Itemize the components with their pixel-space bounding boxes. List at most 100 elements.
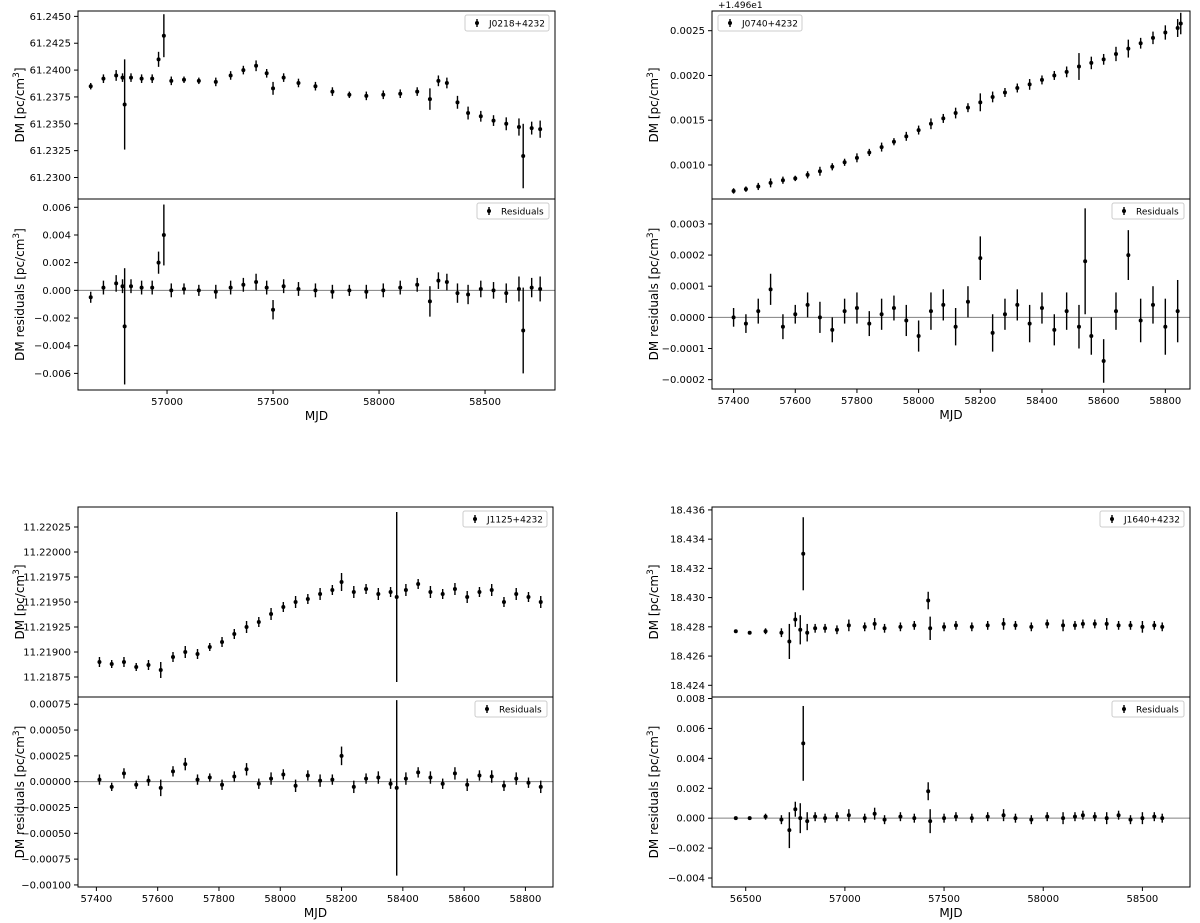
data-point bbox=[813, 626, 818, 631]
data-point bbox=[1128, 817, 1133, 822]
data-point bbox=[150, 76, 155, 81]
data-point bbox=[882, 817, 887, 822]
data-point bbox=[1116, 813, 1121, 818]
y-axis-label: DM residuals [pc/cm3] bbox=[12, 726, 27, 859]
data-point bbox=[780, 178, 785, 183]
data-point bbox=[256, 781, 261, 786]
data-point bbox=[478, 114, 483, 119]
data-point bbox=[427, 97, 432, 102]
data-point bbox=[134, 665, 139, 669]
data-point bbox=[1152, 814, 1157, 819]
panel-bottom-right-residuals: −0.004 −0.002 0.000 0.002 0.004 0.006 0.008 565… bbox=[646, 694, 1191, 920]
data-point bbox=[965, 299, 970, 304]
data-point bbox=[787, 828, 792, 833]
y-tick-label: −0.00100 bbox=[21, 880, 71, 891]
data-point bbox=[928, 626, 933, 631]
data-point bbox=[1089, 60, 1094, 65]
data-point bbox=[281, 75, 286, 80]
y-tick-label: 18.430 bbox=[670, 593, 705, 604]
data-point bbox=[514, 592, 519, 596]
data-point bbox=[516, 286, 521, 291]
legend-label: J1640+4232 bbox=[1123, 516, 1180, 526]
data-point bbox=[120, 284, 125, 289]
legend-frame bbox=[474, 700, 548, 718]
data-point bbox=[114, 73, 119, 78]
data-point bbox=[271, 307, 276, 312]
data-point bbox=[1015, 302, 1020, 307]
data-point bbox=[428, 775, 433, 780]
x-tick-label: 58500 bbox=[1126, 894, 1158, 905]
data-point bbox=[942, 624, 947, 629]
data-point bbox=[805, 819, 810, 824]
data-point bbox=[207, 775, 212, 780]
data-point bbox=[88, 295, 93, 300]
series-0 bbox=[97, 700, 543, 876]
y-tick-label: 0.00075 bbox=[30, 700, 71, 711]
x-tick-label: 57000 bbox=[151, 397, 183, 408]
x-tick-label: 57000 bbox=[829, 894, 861, 905]
data-point bbox=[478, 286, 483, 291]
data-point bbox=[1045, 621, 1050, 626]
legend: J1125+4232 bbox=[462, 510, 548, 528]
data-point bbox=[351, 590, 356, 594]
data-point bbox=[1039, 77, 1044, 82]
data-point bbox=[953, 623, 958, 628]
data-point bbox=[1160, 624, 1165, 629]
data-point bbox=[196, 78, 201, 83]
data-point bbox=[504, 291, 509, 296]
x-tick-label: 58200 bbox=[326, 894, 358, 905]
data-point bbox=[1163, 30, 1168, 35]
data-point bbox=[254, 63, 259, 68]
axes-frame bbox=[77, 198, 556, 391]
data-point bbox=[1076, 64, 1081, 69]
data-point bbox=[114, 281, 119, 286]
data-point bbox=[264, 285, 269, 290]
data-point bbox=[1002, 312, 1007, 317]
data-point bbox=[846, 813, 851, 818]
data-point bbox=[1092, 621, 1097, 626]
data-point bbox=[416, 582, 421, 586]
data-point bbox=[953, 814, 958, 819]
legend-marker bbox=[1122, 707, 1126, 711]
y-tick-label: 61.2350 bbox=[30, 119, 71, 130]
data-point bbox=[521, 328, 526, 333]
data-point bbox=[879, 312, 884, 317]
y-tick-label: 18.428 bbox=[670, 622, 705, 633]
data-point bbox=[965, 105, 970, 110]
data-point bbox=[466, 292, 471, 297]
data-point bbox=[364, 587, 369, 591]
data-point bbox=[805, 302, 810, 307]
data-point bbox=[271, 86, 276, 91]
series-0 bbox=[731, 12, 1183, 194]
axes-frame bbox=[711, 198, 1191, 390]
data-point bbox=[1080, 621, 1085, 626]
y-tick-label: 18.436 bbox=[670, 505, 705, 516]
data-point bbox=[330, 588, 335, 592]
data-point bbox=[376, 592, 381, 596]
data-point bbox=[793, 312, 798, 317]
legend-label: J0218+4232 bbox=[488, 20, 545, 30]
y-tick-label: 18.434 bbox=[670, 535, 705, 546]
data-point bbox=[171, 769, 175, 774]
legend-label: Residuals bbox=[501, 208, 544, 218]
data-point bbox=[1001, 621, 1006, 626]
data-point bbox=[477, 773, 482, 778]
legend-frame bbox=[476, 202, 550, 220]
data-point bbox=[364, 776, 369, 781]
panel-top-right-main: 0.0010 0.0015 0.0020 0.0025 DM [pc/cm3] +1.49… bbox=[646, 1, 1191, 200]
data-point bbox=[817, 315, 822, 320]
series-0 bbox=[88, 14, 543, 189]
data-point bbox=[394, 595, 399, 599]
axes-frame bbox=[711, 506, 1191, 698]
x-tick-label: 58400 bbox=[1026, 396, 1058, 407]
data-point bbox=[941, 302, 946, 307]
data-point bbox=[416, 770, 421, 775]
data-point bbox=[798, 627, 803, 632]
x-tick-label: 57500 bbox=[928, 894, 960, 905]
data-point bbox=[351, 784, 356, 789]
data-point bbox=[501, 600, 506, 604]
data-point bbox=[801, 551, 806, 556]
axes-frame bbox=[77, 696, 554, 888]
data-point bbox=[1128, 623, 1133, 628]
y-tick-label: 0.0015 bbox=[670, 116, 705, 127]
